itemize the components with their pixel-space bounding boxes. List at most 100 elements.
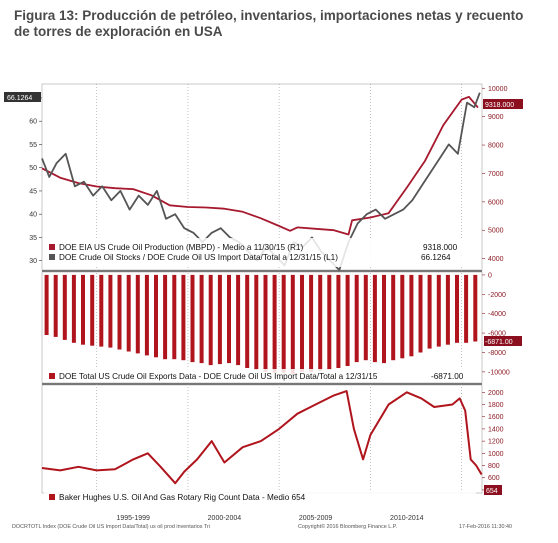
- top-legend-production: DOE EIA US Crude Oil Production (MBPD) -…: [59, 243, 303, 252]
- top-left-axis-tick-label-2: 40: [29, 212, 37, 219]
- export-bar-20: [227, 274, 231, 364]
- top-left-axis-tick-label-6: 60: [29, 119, 37, 126]
- top-right-axis-tick-label-2: 6000: [488, 199, 504, 206]
- figure-title: Figura 13: Producción de petróleo, inven…: [14, 8, 544, 40]
- top-left-axis-tick-label-0: 30: [29, 258, 37, 265]
- export-bar-4: [81, 274, 85, 345]
- export-bar-24: [263, 274, 268, 372]
- top-right-axis-tick-label-4: 8000: [488, 143, 504, 150]
- export-bar-23: [254, 274, 259, 370]
- export-bar-46: [464, 274, 469, 343]
- middle-right-axis-tick-label-0: 0: [488, 272, 492, 279]
- flag-left-top: [4, 92, 41, 102]
- footer-source: DOCRTOTL Index (DOE Crude Oil US Import …: [12, 524, 210, 530]
- bottom-right-axis-tick-label-2: 800: [488, 463, 500, 470]
- top-legend-swatch-production: [49, 244, 55, 250]
- export-bar-33: [345, 274, 350, 366]
- export-bar-44: [445, 274, 450, 345]
- bottom-right-axis-tick-label-4: 1200: [488, 439, 504, 446]
- bottom-right-axis-tick-label-5: 1400: [488, 426, 504, 433]
- export-bar-30: [318, 274, 323, 371]
- top-legend-stocks: DOE Crude Oil Stocks / DOE Crude Oil US …: [59, 253, 338, 262]
- export-bar-27: [290, 274, 295, 374]
- bottom-legend-swatch: [49, 494, 55, 500]
- x-axis-tick-label-2: 2005-2009: [299, 515, 333, 522]
- figure-title-line-1: Figura 13: Producción de petróleo, inven…: [14, 8, 524, 23]
- export-bar-28: [300, 274, 304, 372]
- top-left-axis-tick-label-1: 35: [29, 235, 37, 242]
- export-bar-21: [236, 274, 241, 366]
- production-series-line: [41, 95, 479, 236]
- middle-legend-exports-value: -6871.00: [431, 372, 464, 381]
- export-bar-37: [382, 274, 386, 364]
- top-legend-stocks-value: 66.1264: [421, 253, 451, 262]
- export-bar-1: [53, 274, 58, 337]
- top-legend-production-value: 9318.000: [423, 243, 458, 252]
- export-bar-6: [99, 274, 104, 347]
- export-bar-17: [199, 274, 204, 364]
- bottom-right-axis-tick-label-1: 600: [488, 475, 500, 482]
- middle-legend-box: [44, 369, 476, 382]
- top-legend-box: [44, 238, 476, 267]
- flag-left-top-text: 66.1264: [7, 95, 32, 102]
- flag-right-bottom: [484, 485, 502, 495]
- export-bar-32: [336, 274, 341, 368]
- rig-count-series-line: [41, 390, 483, 485]
- export-bar-11: [144, 274, 149, 356]
- top-left-axis-tick-label-5: 55: [29, 142, 37, 149]
- export-bar-2: [62, 274, 67, 340]
- top-left-axis-tick-label-3: 45: [29, 188, 37, 195]
- export-bar-10: [135, 274, 140, 354]
- export-bar-40: [409, 274, 414, 357]
- bottom-legend-rigs: Baker Hughes U.S. Oil And Gas Rotary Rig…: [59, 493, 306, 502]
- footer-copyright: Copyright© 2016 Bloomberg Finance L.P.: [298, 523, 397, 530]
- export-bar-42: [427, 274, 432, 349]
- flag-right-top: [483, 99, 523, 109]
- export-bar-8: [117, 274, 122, 350]
- bottom-right-axis-tick-label-8: 2000: [488, 390, 504, 397]
- middle-right-axis-tick-label-5: -10000: [488, 369, 510, 376]
- export-bar-39: [400, 274, 405, 359]
- middle-right-axis-tick-label-1: -2000: [488, 292, 506, 299]
- middle-panel-frame: [41, 271, 483, 384]
- middle-right-axis-tick-label-2: -4000: [488, 311, 506, 318]
- export-bar-5: [90, 274, 95, 346]
- export-bar-13: [163, 274, 168, 360]
- export-bar-18: [208, 274, 213, 366]
- export-bar-0: [44, 274, 49, 335]
- top-left-axis-tick-label-4: 50: [29, 165, 37, 172]
- export-bar-45: [455, 274, 459, 343]
- export-bar-16: [190, 274, 195, 363]
- footer-timestamp: 17-Feb-2016 11:30:40: [459, 524, 512, 530]
- top-right-axis-tick-label-5: 9000: [488, 114, 504, 121]
- export-bar-34: [354, 274, 359, 363]
- middle-right-axis-tick-label-4: -8000: [488, 350, 506, 357]
- export-bar-43: [436, 274, 441, 347]
- export-bar-19: [217, 274, 222, 365]
- middle-right-axis-tick-label-3: -6000: [488, 331, 506, 338]
- x-axis-tick-label-0: 1995-1999: [116, 515, 150, 522]
- top-right-axis-tick-label-6: 10000: [488, 86, 508, 93]
- export-bar-26: [281, 274, 286, 373]
- flag-right-mid-text: -6871.00: [485, 339, 513, 346]
- export-bar-25: [272, 274, 277, 373]
- middle-legend-exports: DOE Total US Crude Oil Exports Data - DO…: [59, 372, 378, 381]
- bottom-panel-frame: [41, 384, 483, 494]
- middle-legend-swatch: [49, 373, 55, 379]
- export-bar-29: [309, 274, 314, 372]
- top-right-axis-tick-label-3: 7000: [488, 171, 504, 178]
- export-bar-41: [418, 274, 423, 353]
- export-bar-7: [108, 274, 113, 348]
- export-bar-12: [154, 274, 158, 358]
- flag-right-top-text: 9318.000: [485, 102, 514, 109]
- flag-right-bottom-text: 654: [486, 488, 498, 495]
- top-right-axis-tick-label-1: 5000: [488, 228, 504, 235]
- export-bar-14: [172, 274, 177, 360]
- export-bar-3: [71, 274, 76, 343]
- figure-title-line-2: de torres de exploración en USA: [14, 24, 223, 39]
- top-legend-swatch-stocks: [49, 254, 55, 260]
- x-axis-tick-label-3: 2010-2014: [390, 515, 424, 522]
- export-bar-31: [327, 274, 332, 370]
- bottom-legend-box: [44, 491, 476, 504]
